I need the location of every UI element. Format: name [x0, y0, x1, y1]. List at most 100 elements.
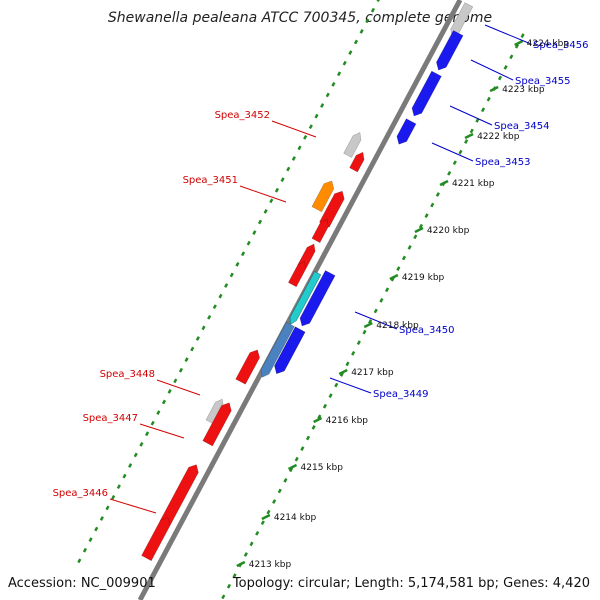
tick-dot	[218, 293, 223, 299]
tick-dot	[464, 139, 469, 144]
tick-label: 4216 kbp	[326, 416, 369, 426]
tick-dot	[173, 378, 178, 384]
tick-dot	[128, 463, 133, 468]
tick-dot	[99, 516, 104, 521]
gene-arrow	[411, 70, 442, 117]
tick-label: 4220 kbp	[427, 226, 470, 236]
tick-dot	[272, 499, 277, 504]
tick-dot	[481, 107, 486, 113]
tick-dot	[314, 113, 319, 119]
map-title: Shewanella pealeana ATCC 700345, complet…	[108, 10, 492, 26]
tick-dot	[342, 60, 347, 66]
tick-dot	[243, 552, 248, 557]
tick-dot	[77, 558, 82, 564]
tick-dot	[156, 410, 161, 415]
tick-dot	[286, 166, 291, 172]
tick-mark	[489, 85, 499, 93]
gene-arrow	[436, 30, 464, 71]
tick-dot	[82, 547, 87, 553]
tick-dot	[274, 187, 279, 193]
tick-dot	[280, 177, 285, 182]
tick-mark	[414, 226, 424, 234]
tick-label: 4219 kbp	[402, 273, 445, 283]
tick-marks	[236, 39, 524, 568]
gene-arrow	[289, 271, 322, 325]
gene-arrow	[287, 261, 307, 288]
tick-dot	[345, 361, 350, 367]
tick-label: 4224 kbp	[527, 39, 570, 49]
tick-dot	[201, 325, 206, 331]
tick-dot	[161, 399, 167, 405]
gene-label-forward: Spea_3446	[53, 488, 108, 499]
tick-mark	[313, 416, 323, 424]
gene-arrow	[141, 517, 171, 562]
tick-dot	[266, 509, 271, 515]
tick-mark	[261, 513, 271, 521]
tick-dot	[300, 446, 305, 451]
accession-text: Accession: NC_009901	[8, 576, 156, 591]
gene-arrow	[311, 180, 335, 213]
gene-arrow	[274, 326, 306, 374]
tick-dot	[322, 403, 327, 409]
tick-dot	[424, 213, 429, 218]
tick-dot	[447, 170, 452, 176]
tick-dot	[413, 234, 418, 240]
gene-label-reverse: Spea_3454	[494, 121, 549, 132]
tick-dot	[257, 219, 263, 225]
gene-label-forward: Spea_3448	[100, 369, 155, 380]
tick-dot	[207, 314, 212, 320]
gene-label-forward: Spea_3452	[215, 110, 270, 121]
gene-arrow	[235, 349, 260, 385]
tick-dot	[396, 266, 401, 271]
tick-dot	[105, 505, 110, 511]
tick-dot	[328, 393, 333, 399]
tick-labels: 4224 kbp 4223 kbp 4222 kbp 4221 kbp 4220 kbp…	[249, 39, 570, 570]
tick-dot	[260, 520, 265, 526]
tick-dot	[116, 484, 121, 490]
tick-dot	[305, 435, 311, 441]
tick-dot	[252, 230, 257, 235]
tick-label: 4214 kbp	[274, 513, 317, 523]
tick-dot	[184, 357, 189, 363]
tick-label: 4221 kbp	[452, 179, 495, 189]
tick-dot	[337, 71, 342, 77]
gene-label-forward: Spea_3447	[83, 413, 138, 424]
tick-dot	[255, 530, 260, 536]
tick-mark	[287, 463, 298, 471]
tick-dot	[317, 414, 322, 420]
tick-dot	[356, 340, 361, 346]
tick-dot	[249, 541, 254, 547]
tick-dot	[139, 441, 144, 447]
tick-dot	[235, 261, 240, 267]
gene-arrow	[311, 218, 329, 244]
tick-dot	[224, 283, 229, 288]
tick-dot	[368, 319, 373, 324]
tick-mark	[439, 179, 449, 187]
tick-dot	[418, 223, 423, 229]
tick-dot	[232, 573, 237, 578]
gene-labels: Spea_3452 Spea_3451 Spea_3448 Spea_3447 Spea…	[53, 40, 589, 499]
tick-dot	[401, 255, 407, 261]
tick-dot	[331, 81, 336, 87]
tick-label: 4213 kbp	[249, 560, 292, 570]
tick-dot	[167, 389, 172, 394]
label-connector	[239, 185, 287, 203]
tick-dot	[195, 336, 200, 341]
gene-arrow	[299, 270, 336, 327]
gene-label-forward: Spea_3451	[183, 175, 238, 186]
tick-dot	[190, 346, 195, 352]
tick-dot	[385, 287, 390, 293]
tick-dot	[497, 75, 503, 81]
tick-dot	[221, 594, 226, 600]
tick-dot	[283, 477, 288, 483]
tick-label: 4223 kbp	[502, 85, 545, 95]
gene-arrow	[450, 2, 474, 37]
tick-dot	[178, 367, 183, 373]
tick-dot	[133, 452, 138, 458]
label-connector	[109, 498, 157, 514]
tick-dot	[303, 134, 308, 140]
tick-dot	[308, 124, 313, 130]
label-connector	[271, 120, 317, 138]
tick-dot	[320, 103, 325, 108]
